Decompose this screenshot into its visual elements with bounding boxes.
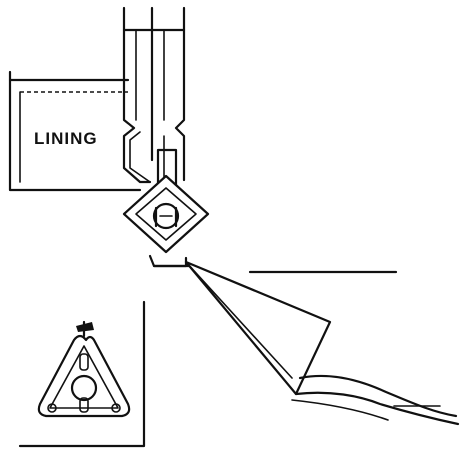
foot-sole xyxy=(148,254,192,268)
cording-foot xyxy=(122,174,210,254)
lining-panel: LINING xyxy=(8,70,142,192)
lining-label: LINING xyxy=(34,129,98,148)
fabric-cone xyxy=(184,260,460,426)
foot-plate-detail xyxy=(37,320,131,418)
inset-frame xyxy=(18,300,146,448)
presser-foot-shank xyxy=(122,6,186,188)
